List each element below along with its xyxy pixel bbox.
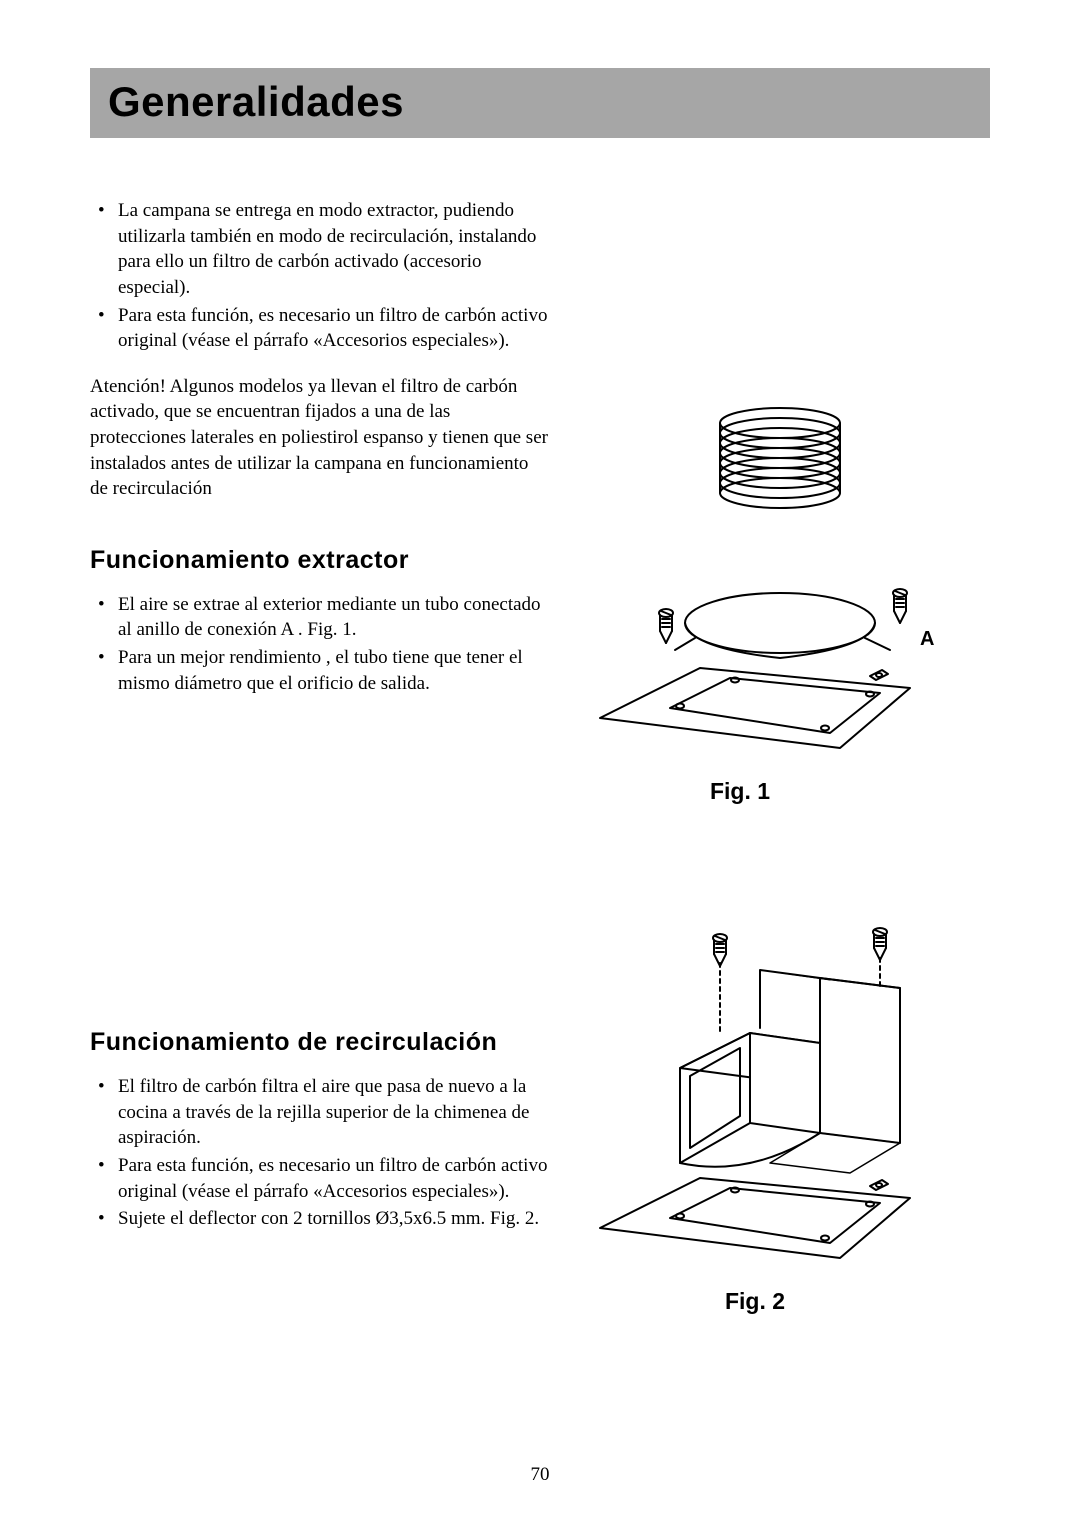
list-item: Para esta función, es necesario un filtr…: [90, 1153, 550, 1204]
figure-2: Fig. 2: [570, 918, 970, 1315]
left-column: La campana se entrega en modo extractor,…: [90, 198, 550, 1234]
page: Generalidades La campana se entrega en m…: [0, 0, 1080, 1528]
figure-1-caption: Fig. 1: [510, 778, 970, 805]
figure-2-diagram: [570, 918, 970, 1288]
list-item: Para un mejor rendimiento , el tubo tien…: [90, 645, 550, 696]
figure-1: A Fig. 1: [570, 388, 970, 805]
page-title: Generalidades: [108, 78, 972, 126]
section1-bullet-list: El aire se extrae al exterior mediante u…: [90, 592, 550, 697]
section2-bullet-list: El filtro de carbón filtra el aire que p…: [90, 1074, 550, 1232]
title-bar: Generalidades: [90, 68, 990, 138]
content-area: La campana se entrega en modo extractor,…: [90, 198, 990, 1234]
right-column: A Fig. 1: [550, 198, 990, 1234]
figure-1-diagram: [570, 388, 970, 778]
section-heading-extractor: Funcionamiento extractor: [90, 544, 550, 578]
page-number: 70: [0, 1464, 1080, 1486]
section-heading-recirculacion: Funcionamiento de recirculación: [90, 1026, 550, 1060]
list-item: La campana se entrega en modo extractor,…: [90, 198, 550, 301]
list-item: Sujete el deflector con 2 tornillos Ø3,5…: [90, 1206, 550, 1232]
list-item: El aire se extrae al exterior mediante u…: [90, 592, 550, 643]
intro-bullet-list: La campana se entrega en modo extractor,…: [90, 198, 550, 354]
list-item: El filtro de carbón filtra el aire que p…: [90, 1074, 550, 1151]
attention-paragraph: Atención! Algunos modelos ya llevan el f…: [90, 374, 550, 502]
list-item: Para esta función, es necesario un filtr…: [90, 303, 550, 354]
figure-2-caption: Fig. 2: [540, 1288, 970, 1315]
figure-1-label-a: A: [920, 628, 934, 651]
